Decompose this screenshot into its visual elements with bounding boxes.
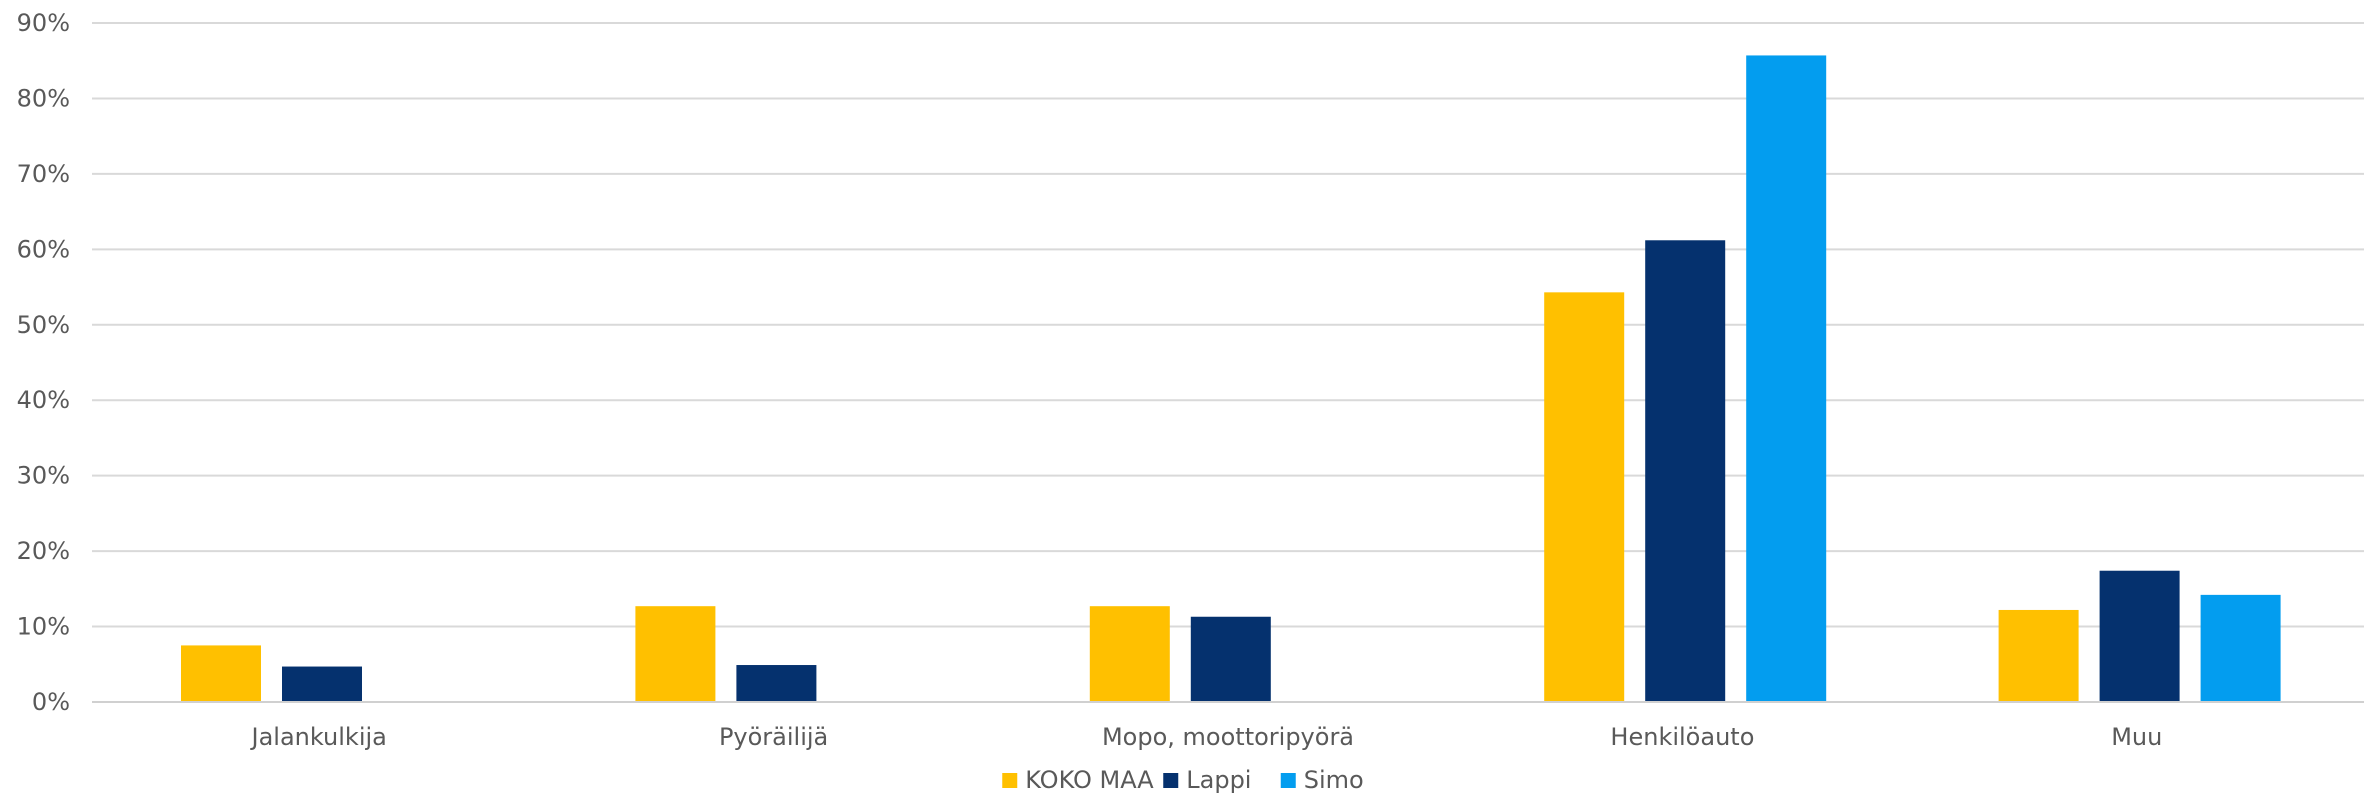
y-tick-label: 90% (17, 9, 70, 37)
bar-simo-4 (2200, 594, 2281, 702)
y-tick-label: 70% (17, 160, 70, 188)
x-category-label: Mopo, moottoripyörä (1102, 723, 1354, 751)
y-tick-label: 10% (17, 613, 70, 641)
bar-lappi-1 (736, 665, 817, 702)
y-tick-label: 20% (17, 537, 70, 565)
legend-label: KOKO MAA (1025, 766, 1154, 794)
legend-swatch (1002, 773, 1018, 788)
bar-lappi-4 (2099, 570, 2180, 702)
x-category-label: Jalankulkija (250, 723, 387, 751)
bar-lappi-3 (1645, 240, 1726, 702)
bars (181, 55, 2281, 703)
y-tick-label: 30% (17, 462, 70, 490)
legend: KOKO MAA Lappi Simo (1002, 766, 1364, 794)
legend-label: Simo (1304, 766, 1364, 794)
x-category-label: Henkilöauto (1610, 723, 1754, 751)
x-category-label: Muu (2111, 723, 2162, 751)
x-axis-category-labels: Jalankulkija Pyöräilijä Mopo, moottoripyör… (250, 723, 2163, 751)
y-axis-tick-labels: 0% 10% 20% 30% 40% 50% 60% 70% 80% 90% (17, 9, 70, 716)
y-tick-label: 50% (17, 311, 70, 339)
y-tick-label: 80% (17, 84, 70, 112)
bar-lappi-2 (1190, 616, 1271, 702)
legend-swatch (1163, 773, 1179, 788)
y-tick-label: 40% (17, 386, 70, 414)
y-tick-label: 60% (17, 235, 70, 263)
legend-swatch (1280, 773, 1296, 788)
bar-lappi-0 (282, 666, 362, 702)
x-category-label: Pyöräilijä (719, 723, 828, 751)
bar-koko-maa-3 (1544, 292, 1625, 702)
bar-koko-maa-1 (635, 606, 716, 702)
y-tick-label: 0% (32, 688, 70, 716)
bar-koko-maa-4 (1998, 609, 2079, 702)
gridlines (92, 22, 2364, 628)
bar-koko-maa-2 (1089, 606, 1170, 702)
bar-koko-maa-0 (181, 645, 261, 702)
legend-label: Lappi (1186, 766, 1251, 794)
bar-simo-3 (1746, 55, 1827, 703)
